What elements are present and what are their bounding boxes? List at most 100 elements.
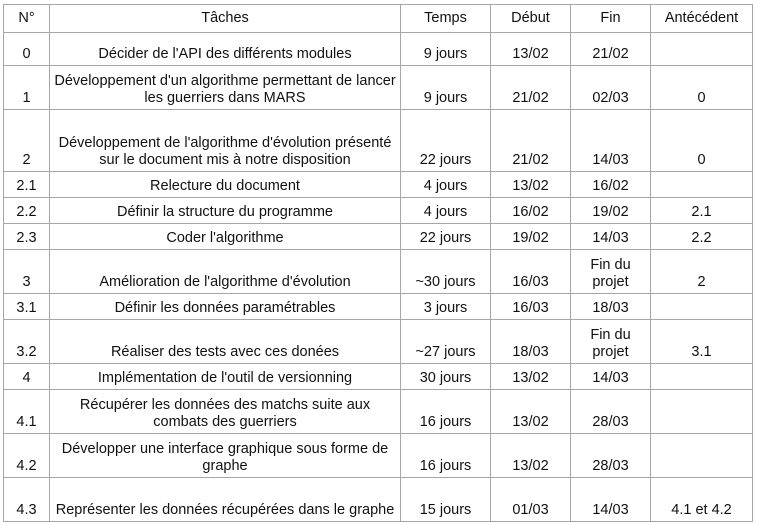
cell-end: 21/02 [570, 32, 651, 66]
column-header-time: Temps [400, 4, 491, 33]
table-row: 3.1 Définir les données paramétrables 3 jo… [3, 293, 753, 320]
column-header-start: Début [490, 4, 571, 33]
cell-prev [650, 171, 753, 198]
cell-end: 14/03 [570, 223, 651, 250]
cell-num: 0 [3, 32, 50, 66]
cell-prev [650, 32, 753, 66]
cell-start: 18/03 [490, 319, 571, 364]
table-row: 4.3 Représenter les données récupérées da… [3, 477, 753, 522]
cell-time: 30 jours [400, 363, 491, 390]
cell-num: 3 [3, 249, 50, 294]
cell-time: 9 jours [400, 32, 491, 66]
cell-prev: 2.2 [650, 223, 753, 250]
cell-prev [650, 363, 753, 390]
cell-prev: 4.1 et 4.2 [650, 477, 753, 522]
table-row: 2.1 Relecture du document 4 jours 13/02 16/0… [3, 171, 753, 198]
cell-start: 01/03 [490, 477, 571, 522]
cell-num: 4.1 [3, 389, 50, 434]
cell-prev [650, 293, 753, 320]
cell-end: Fin du projet [570, 249, 651, 294]
cell-task: Coder l'algorithme [49, 223, 401, 250]
cell-time: 15 jours [400, 477, 491, 522]
cell-time: 9 jours [400, 65, 491, 110]
cell-time: 16 jours [400, 433, 491, 478]
cell-end: 19/02 [570, 197, 651, 224]
cell-end: 14/03 [570, 363, 651, 390]
table-row: 2.2 Définir la structure du programme 4 jo… [3, 197, 753, 224]
cell-time: 4 jours [400, 171, 491, 198]
cell-end: 14/03 [570, 109, 651, 172]
cell-num: 2.2 [3, 197, 50, 224]
column-header-prev: Antécédent [650, 4, 753, 33]
cell-start: 13/02 [490, 389, 571, 434]
cell-start: 13/02 [490, 171, 571, 198]
table-header-row: N° Tâches Temps Début Fin Antécédent [3, 4, 753, 33]
cell-task: Définir les données paramétrables [49, 293, 401, 320]
cell-prev [650, 433, 753, 478]
cell-end: 16/02 [570, 171, 651, 198]
cell-time: 4 jours [400, 197, 491, 224]
cell-start: 16/02 [490, 197, 571, 224]
cell-prev: 3.1 [650, 319, 753, 364]
cell-num: 2.3 [3, 223, 50, 250]
cell-end: 28/03 [570, 389, 651, 434]
cell-time: 16 jours [400, 389, 491, 434]
cell-task: Amélioration de l'algorithme d'évolution [49, 249, 401, 294]
column-header-num: N° [3, 4, 50, 33]
cell-task: Récupérer les données des matchs suite a… [49, 389, 401, 434]
cell-time: 3 jours [400, 293, 491, 320]
cell-task: Réaliser des tests avec ces donées [49, 319, 401, 364]
cell-start: 16/03 [490, 293, 571, 320]
cell-end: 14/03 [570, 477, 651, 522]
cell-num: 3.1 [3, 293, 50, 320]
cell-prev: 0 [650, 109, 753, 172]
table-row: 3 Amélioration de l'algorithme d'évolutio… [3, 249, 753, 294]
cell-start: 13/02 [490, 32, 571, 66]
table-row: 4.2 Développer une interface graphique so… [3, 433, 753, 478]
cell-prev: 2.1 [650, 197, 753, 224]
cell-start: 21/02 [490, 109, 571, 172]
cell-task: Relecture du document [49, 171, 401, 198]
cell-prev [650, 389, 753, 434]
cell-task: Définir la structure du programme [49, 197, 401, 224]
cell-task: Développer une interface graphique sous … [49, 433, 401, 478]
table-row: 4 Implémentation de l'outil de versionnin… [3, 363, 753, 390]
table-row: 0 Décider de l'API des différents modules… [3, 32, 753, 66]
cell-num: 4.2 [3, 433, 50, 478]
cell-task: Décider de l'API des différents modules [49, 32, 401, 66]
cell-task: Représenter les données récupérées dans … [49, 477, 401, 522]
cell-start: 16/03 [490, 249, 571, 294]
table-row: 1 Développement d'un algorithme permettan… [3, 65, 753, 110]
cell-end: 02/03 [570, 65, 651, 110]
cell-num: 1 [3, 65, 50, 110]
cell-num: 2.1 [3, 171, 50, 198]
cell-start: 19/02 [490, 223, 571, 250]
cell-end: 18/03 [570, 293, 651, 320]
cell-num: 3.2 [3, 319, 50, 364]
cell-task: Développement d'un algorithme permettant… [49, 65, 401, 110]
task-table: N° Tâches Temps Début Fin Antécédent 0 Dé… [3, 4, 753, 522]
cell-prev: 0 [650, 65, 753, 110]
table-row: 2 Développement de l'algorithme d'évoluti… [3, 109, 753, 172]
cell-time: 22 jours [400, 223, 491, 250]
cell-start: 21/02 [490, 65, 571, 110]
table-row: 3.2 Réaliser des tests avec ces donées ~27… [3, 319, 753, 364]
cell-start: 13/02 [490, 363, 571, 390]
cell-task: Développement de l'algorithme d'évolutio… [49, 109, 401, 172]
cell-time: ~27 jours [400, 319, 491, 364]
table-row: 4.1 Récupérer les données des matchs suit… [3, 389, 753, 434]
cell-prev: 2 [650, 249, 753, 294]
cell-start: 13/02 [490, 433, 571, 478]
table-body: 0 Décider de l'API des différents modules… [3, 32, 753, 522]
column-header-end: Fin [570, 4, 651, 33]
cell-num: 2 [3, 109, 50, 172]
cell-time: ~30 jours [400, 249, 491, 294]
column-header-task: Tâches [49, 4, 401, 33]
cell-end: 28/03 [570, 433, 651, 478]
cell-time: 22 jours [400, 109, 491, 172]
cell-num: 4.3 [3, 477, 50, 522]
cell-task: Implémentation de l'outil de versionning [49, 363, 401, 390]
table-row: 2.3 Coder l'algorithme 22 jours 19/02 14/03 2… [3, 223, 753, 250]
cell-num: 4 [3, 363, 50, 390]
cell-end: Fin du projet [570, 319, 651, 364]
